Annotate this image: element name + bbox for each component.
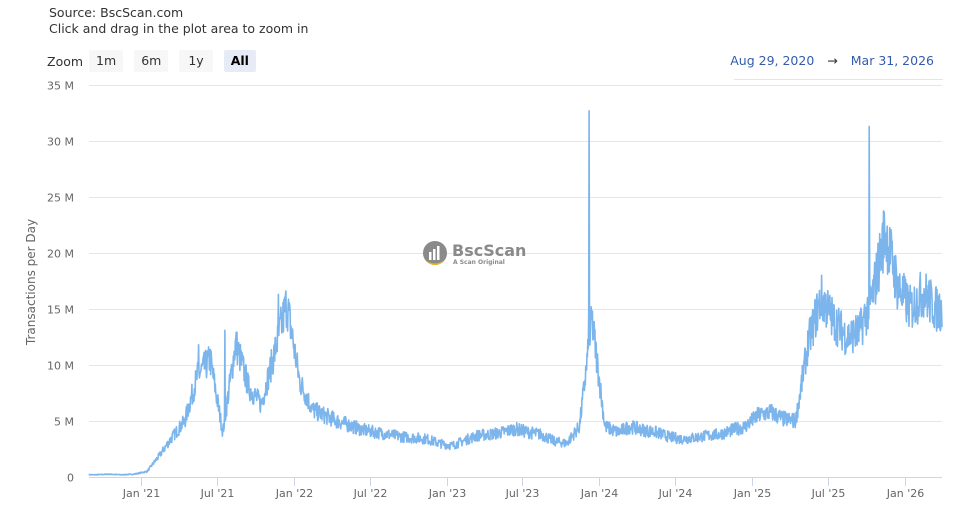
y-tick-label: 15 M [47, 304, 74, 317]
y-tick-label: 20 M [47, 248, 74, 261]
x-axis: Jan '21 Jul '21 Jan '22 Jul '22 Jan '23 Jul '… [122, 477, 924, 500]
grid-lines [89, 85, 942, 422]
zoom-6m-button[interactable]: 6m [134, 50, 169, 72]
range-divider [734, 79, 943, 80]
x-tick-label: Jul '22 [353, 487, 388, 500]
y-axis: 0 5 M 10 M 15 M 20 M 25 M 30 M 35 M [47, 80, 74, 485]
x-tick-label: Jan '21 [122, 487, 160, 500]
zoom-hint: Click and drag in the plot area to zoom … [49, 21, 309, 36]
y-tick-label: 30 M [47, 136, 74, 149]
x-tick-label: Jul '21 [200, 487, 235, 500]
x-tick-label: Jul '25 [811, 487, 846, 500]
x-tick-label: Jan '24 [580, 487, 618, 500]
x-tick-label: Jan '22 [275, 487, 313, 500]
series-line[interactable] [88, 110, 943, 476]
y-tick-label: 0 [67, 472, 74, 485]
source-caption: Source: BscScan.com [49, 5, 184, 20]
watermark-logo: BscScan A Scan Original [423, 241, 526, 266]
y-tick-label: 35 M [47, 80, 74, 93]
zoom-1y-button[interactable]: 1y [179, 50, 213, 72]
x-tick-label: Jul '24 [658, 487, 693, 500]
y-tick-label: 5 M [54, 416, 74, 429]
zoom-1m-button[interactable]: 1m [89, 50, 124, 72]
y-axis-title: Transactions per Day [24, 219, 38, 346]
zoom-label: Zoom [47, 53, 84, 69]
range-arrow-icon: → [827, 53, 838, 68]
x-tick-label: Jan '23 [428, 487, 466, 500]
x-tick-label: Jul '23 [505, 487, 540, 500]
y-tick-label: 25 M [47, 192, 74, 205]
y-tick-label: 10 M [47, 360, 74, 373]
x-tick-label: Jan '25 [733, 487, 771, 500]
x-tick-label: Jan '26 [886, 487, 924, 500]
watermark-tagline: A Scan Original [453, 259, 505, 266]
watermark-brand: BscScan [452, 241, 526, 260]
date-range: Aug 29, 2020 → Mar 31, 2026 [726, 53, 938, 68]
range-to[interactable]: Mar 31, 2026 [850, 53, 934, 68]
range-selector: Zoom 1m 6m 1y All [47, 50, 267, 72]
range-from[interactable]: Aug 29, 2020 [730, 53, 815, 68]
zoom-all-button[interactable]: All [223, 50, 256, 72]
